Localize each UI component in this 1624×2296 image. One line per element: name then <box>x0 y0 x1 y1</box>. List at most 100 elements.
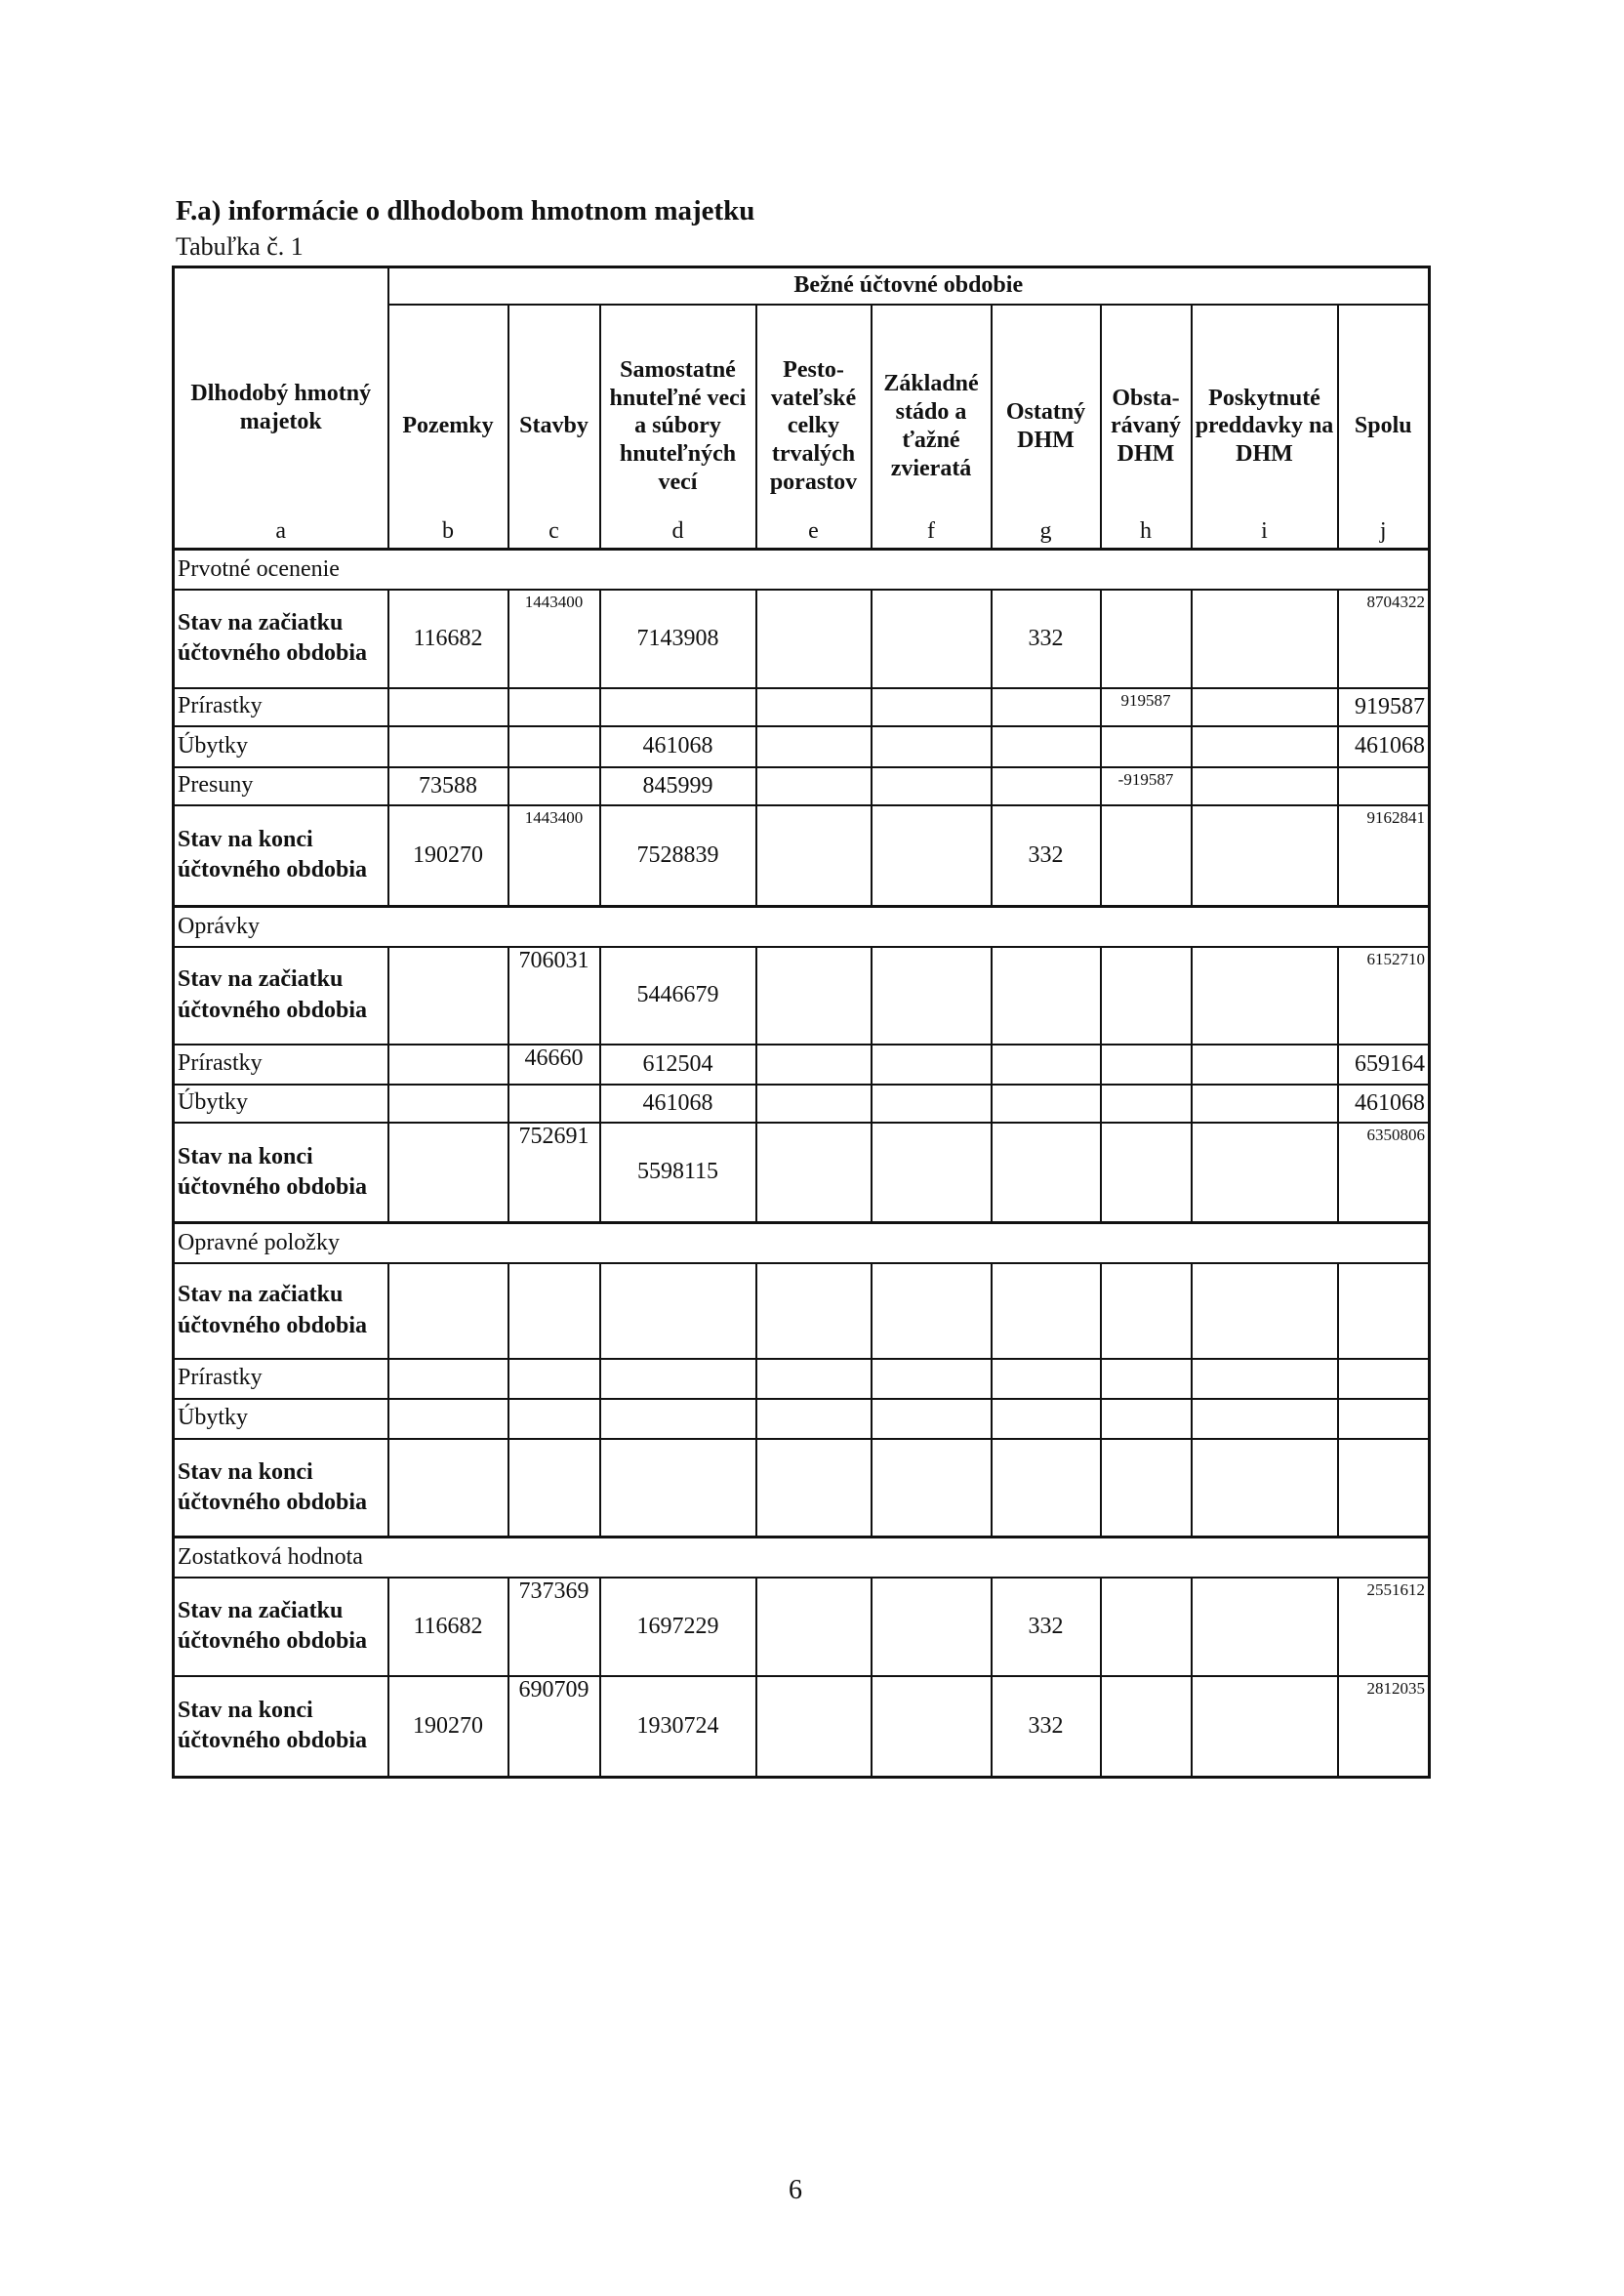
table-row: Presuny 73588 845999 -919587 <box>172 765 1431 806</box>
cell-g: 332 <box>990 1674 1102 1779</box>
header-letter: c <box>548 518 559 545</box>
cell-c <box>507 1357 601 1400</box>
section-label: Prvotné ocenenie <box>172 548 1431 591</box>
cell-h <box>1099 1674 1193 1779</box>
cell-f <box>870 724 993 768</box>
table-row: Úbytky 461068 461068 <box>172 724 1431 768</box>
header-col-h: Obsta-rávaný DHM h <box>1099 303 1193 551</box>
table-row: Prírastky 919587 919587 <box>172 686 1431 727</box>
table-row: Úbytky <box>172 1397 1431 1440</box>
header-label: Stavby <box>519 413 589 439</box>
header-label: Samostatné hnuteľné veci a súbory hnuteľ… <box>609 356 747 495</box>
cell-j: 6350806 <box>1336 1121 1431 1224</box>
cell-g <box>990 1437 1102 1538</box>
header-label: Dlhodobý hmotný majetok <box>190 381 372 434</box>
header-letter: g <box>1039 518 1052 545</box>
cell-b <box>386 1083 509 1124</box>
cell-e <box>754 1674 873 1779</box>
cell-e <box>754 1357 873 1400</box>
cell-d: 7143908 <box>598 588 757 689</box>
cell-h <box>1099 1437 1193 1538</box>
header-label: Ostatný DHM <box>1005 398 1086 453</box>
cell-g: 332 <box>990 1576 1102 1677</box>
header-col-j: Spolu j <box>1336 303 1431 551</box>
cell-b <box>386 945 509 1046</box>
cell-e <box>754 765 873 806</box>
table-row: Prírastky 46660 612504 659164 <box>172 1043 1431 1086</box>
header-col-c: Stavby c <box>507 303 601 551</box>
row-label: Úbytky <box>172 724 389 768</box>
cell-g: 332 <box>990 588 1102 689</box>
table-row: Stav na konci účtovného obdobia 752691 559… <box>172 1121 1431 1224</box>
header-letter: e <box>808 518 819 545</box>
header-letter: h <box>1140 518 1152 545</box>
header-col-e: Pesto-vateľské celky trvalých porastov e <box>754 303 873 551</box>
cell-h: 919587 <box>1099 686 1193 727</box>
cell-i <box>1190 1261 1339 1360</box>
long-term-tangible-assets-table: Dlhodobý hmotný majetok a Bežné účtovné … <box>172 266 1432 1779</box>
row-label: Stav na konci účtovného obdobia <box>172 1437 389 1538</box>
cell-d: 1697229 <box>598 1576 757 1677</box>
cell-b <box>386 1437 509 1538</box>
header-col-b: Pozemky b <box>386 303 509 551</box>
cell-b: 116682 <box>386 588 509 689</box>
cell-f <box>870 765 993 806</box>
cell-f <box>870 1397 993 1440</box>
cell-d: 612504 <box>598 1043 757 1086</box>
cell-d <box>598 1397 757 1440</box>
row-label: Stav na začiatku účtovného obdobia <box>172 1576 389 1677</box>
table-caption: Tabuľka č. 1 <box>176 232 304 261</box>
cell-f <box>870 1576 993 1677</box>
cell-i <box>1190 686 1339 727</box>
cell-d: 461068 <box>598 724 757 768</box>
cell-e <box>754 1043 873 1086</box>
table-row: Stav na konci účtovného obdobia 190270 690… <box>172 1674 1431 1779</box>
cell-h <box>1099 945 1193 1046</box>
cell-j <box>1336 1437 1431 1538</box>
cell-g <box>990 1397 1102 1440</box>
cell-i <box>1190 1043 1339 1086</box>
cell-d <box>598 1357 757 1400</box>
table-row: Stav na začiatku účtovného obdobia 706031… <box>172 945 1431 1046</box>
header-letter: i <box>1261 518 1268 545</box>
header-label: Spolu <box>1354 413 1412 439</box>
row-label: Úbytky <box>172 1397 389 1440</box>
cell-c: 1443400 <box>507 803 601 908</box>
cell-i <box>1190 1576 1339 1677</box>
header-label: Obsta-rávaný DHM <box>1111 385 1181 468</box>
cell-d <box>598 686 757 727</box>
header-letter: a <box>275 518 287 545</box>
header-label: Poskytnuté preddavky na DHM <box>1195 385 1334 468</box>
cell-d: 845999 <box>598 765 757 806</box>
cell-c: 1443400 <box>507 588 601 689</box>
table-row: Stav na začiatku účtovného obdobia <box>172 1261 1431 1360</box>
row-label: Stav na začiatku účtovného obdobia <box>172 588 389 689</box>
section-header-row: Prvotné ocenenie <box>172 548 1431 591</box>
table-row: Prírastky <box>172 1357 1431 1400</box>
cell-j: 461068 <box>1336 1083 1431 1124</box>
cell-h <box>1099 724 1193 768</box>
cell-e <box>754 1261 873 1360</box>
cell-c <box>507 1437 601 1538</box>
row-label: Prírastky <box>172 1357 389 1400</box>
cell-j: 8704322 <box>1336 588 1431 689</box>
cell-c <box>507 765 601 806</box>
header-letter: j <box>1379 518 1387 545</box>
cell-j <box>1336 1357 1431 1400</box>
cell-g <box>990 1083 1102 1124</box>
cell-g <box>990 1121 1102 1224</box>
header-col-g: Ostatný DHM g <box>990 303 1102 551</box>
cell-j: 919587 <box>1336 686 1431 727</box>
cell-j <box>1336 765 1431 806</box>
cell-i <box>1190 1437 1339 1538</box>
header-label: Pozemky <box>402 413 494 439</box>
table-row: Stav na konci účtovného obdobia 190270 144… <box>172 803 1431 908</box>
cell-g <box>990 724 1102 768</box>
cell-f <box>870 1437 993 1538</box>
cell-b <box>386 1121 509 1224</box>
cell-c <box>507 1083 601 1124</box>
cell-b <box>386 1261 509 1360</box>
cell-h <box>1099 1121 1193 1224</box>
row-label: Prírastky <box>172 1043 389 1086</box>
cell-j <box>1336 1397 1431 1440</box>
